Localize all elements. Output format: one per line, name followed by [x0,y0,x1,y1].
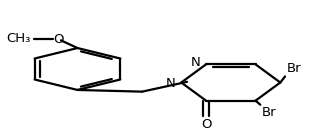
Text: O: O [53,33,64,46]
Text: O: O [201,118,211,131]
Text: Br: Br [262,106,277,119]
Text: N: N [166,77,175,90]
Text: CH₃: CH₃ [6,32,31,45]
Text: Br: Br [287,62,301,75]
Text: N: N [191,56,200,69]
